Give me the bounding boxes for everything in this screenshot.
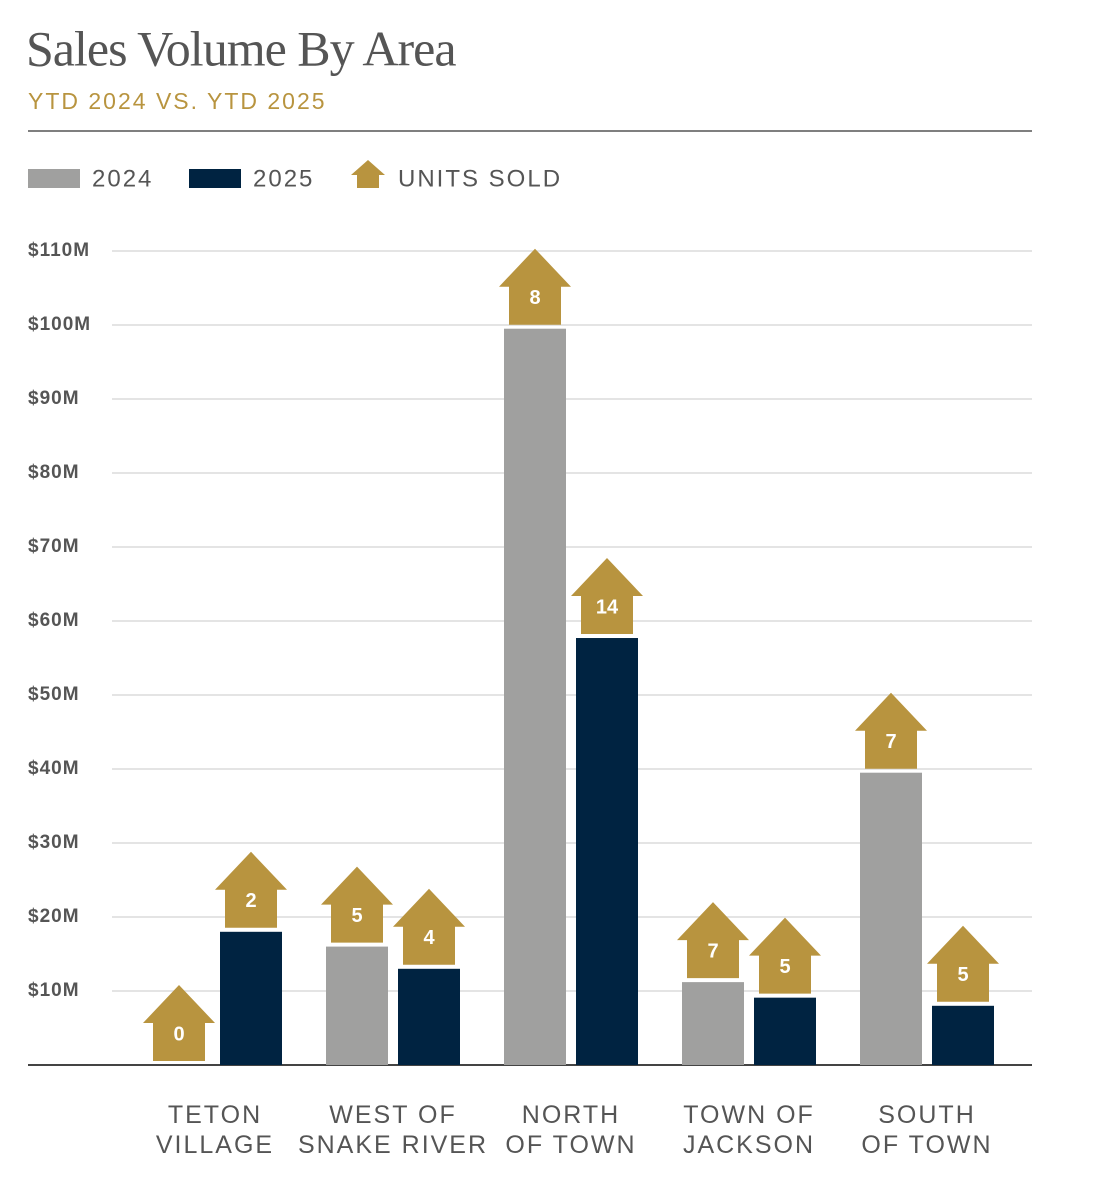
y-tick-label: $20M: [28, 906, 80, 927]
bar: [398, 968, 460, 1065]
x-tick-label: TETON VILLAGE: [155, 1101, 275, 1159]
y-tick-label: $30M: [28, 832, 80, 853]
units-label: 4: [423, 927, 435, 949]
units-label: 7: [885, 731, 896, 753]
units-marker: [749, 917, 821, 994]
x-tick-label: TOWN OF JACKSON: [682, 1101, 816, 1159]
bar: [932, 1005, 994, 1065]
y-tick-label: $50M: [28, 684, 80, 705]
units-label: 7: [707, 940, 718, 962]
units-marker: [321, 866, 393, 943]
bar: [220, 931, 282, 1065]
units-marker: [571, 558, 643, 635]
units-marker: [393, 888, 465, 965]
y-tick-label: $100M: [28, 314, 91, 335]
y-tick-label: $10M: [28, 980, 80, 1001]
y-tick-label: $60M: [28, 610, 80, 631]
bar: [754, 997, 816, 1065]
units-label: 5: [779, 956, 790, 978]
y-tick-label: $80M: [28, 462, 80, 483]
units-marker: [215, 851, 287, 928]
units-marker: [143, 985, 215, 1061]
legend-house: [351, 160, 385, 188]
units-marker: [855, 692, 927, 769]
chart-subtitle: YTD 2024 VS. YTD 2025: [28, 88, 327, 114]
units-label: 0: [173, 1023, 184, 1045]
y-tick-label: $110M: [28, 240, 90, 261]
legend-swatch: [28, 169, 80, 188]
x-tick-label: WEST OF SNAKE RIVER: [297, 1101, 489, 1159]
units-label: 5: [351, 905, 362, 927]
units-label: 14: [596, 596, 619, 618]
legend-label: 2025: [253, 165, 314, 192]
bar: [682, 982, 744, 1065]
bar: [860, 772, 922, 1065]
units-marker: [927, 925, 999, 1002]
units-label: 2: [245, 890, 256, 912]
chart-title: Sales Volume By Area: [26, 20, 456, 76]
x-tick-label: SOUTH OF TOWN: [861, 1101, 993, 1159]
y-tick-label: $70M: [28, 536, 80, 557]
bar: [576, 638, 638, 1065]
units-label: 5: [957, 964, 968, 986]
units-marker: [677, 902, 749, 979]
y-tick-label: $90M: [28, 388, 80, 409]
legend-label: UNITS SOLD: [398, 165, 562, 192]
units-label: 8: [529, 287, 540, 309]
x-tick-label: NORTH OF TOWN: [505, 1101, 637, 1159]
bar: [504, 328, 566, 1065]
units-marker: [499, 248, 571, 325]
legend-label: 2024: [92, 165, 153, 192]
legend-swatch: [189, 169, 241, 188]
bar: [326, 946, 388, 1065]
y-tick-label: $40M: [28, 758, 80, 779]
